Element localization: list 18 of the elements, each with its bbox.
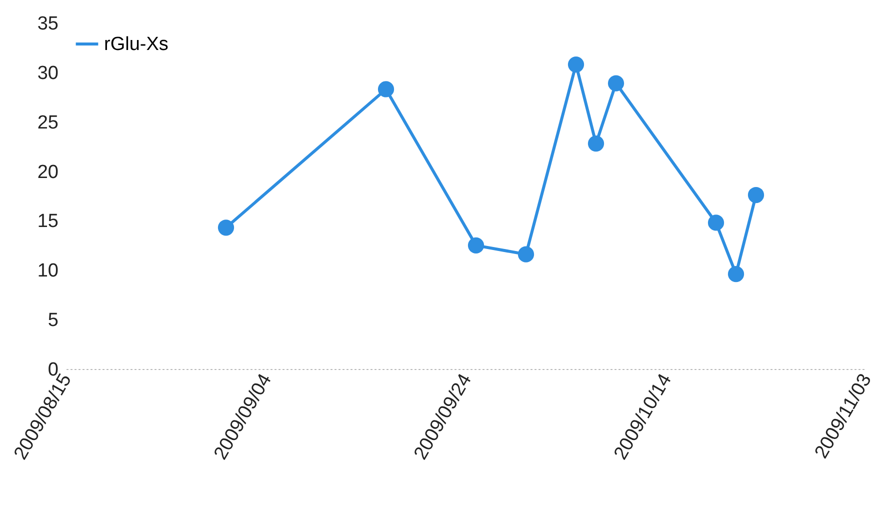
legend-label: rGlu-Xs — [104, 34, 168, 55]
y-tick-label: 20 — [37, 162, 58, 183]
point — [588, 136, 604, 152]
point — [708, 214, 724, 231]
y-tick-label: 30 — [37, 62, 58, 84]
point — [518, 246, 534, 262]
point — [608, 75, 624, 92]
y-tick-label: 25 — [37, 112, 58, 134]
point — [218, 220, 234, 236]
y-tick-label: 5 — [48, 310, 58, 332]
point — [378, 81, 394, 98]
point — [728, 266, 744, 282]
y-tick-label: 15 — [37, 211, 58, 232]
point — [468, 237, 484, 254]
point — [568, 56, 584, 73]
y-tick-label: 35 — [37, 14, 58, 34]
point — [748, 186, 764, 204]
y-tick-label: 10 — [37, 260, 58, 282]
